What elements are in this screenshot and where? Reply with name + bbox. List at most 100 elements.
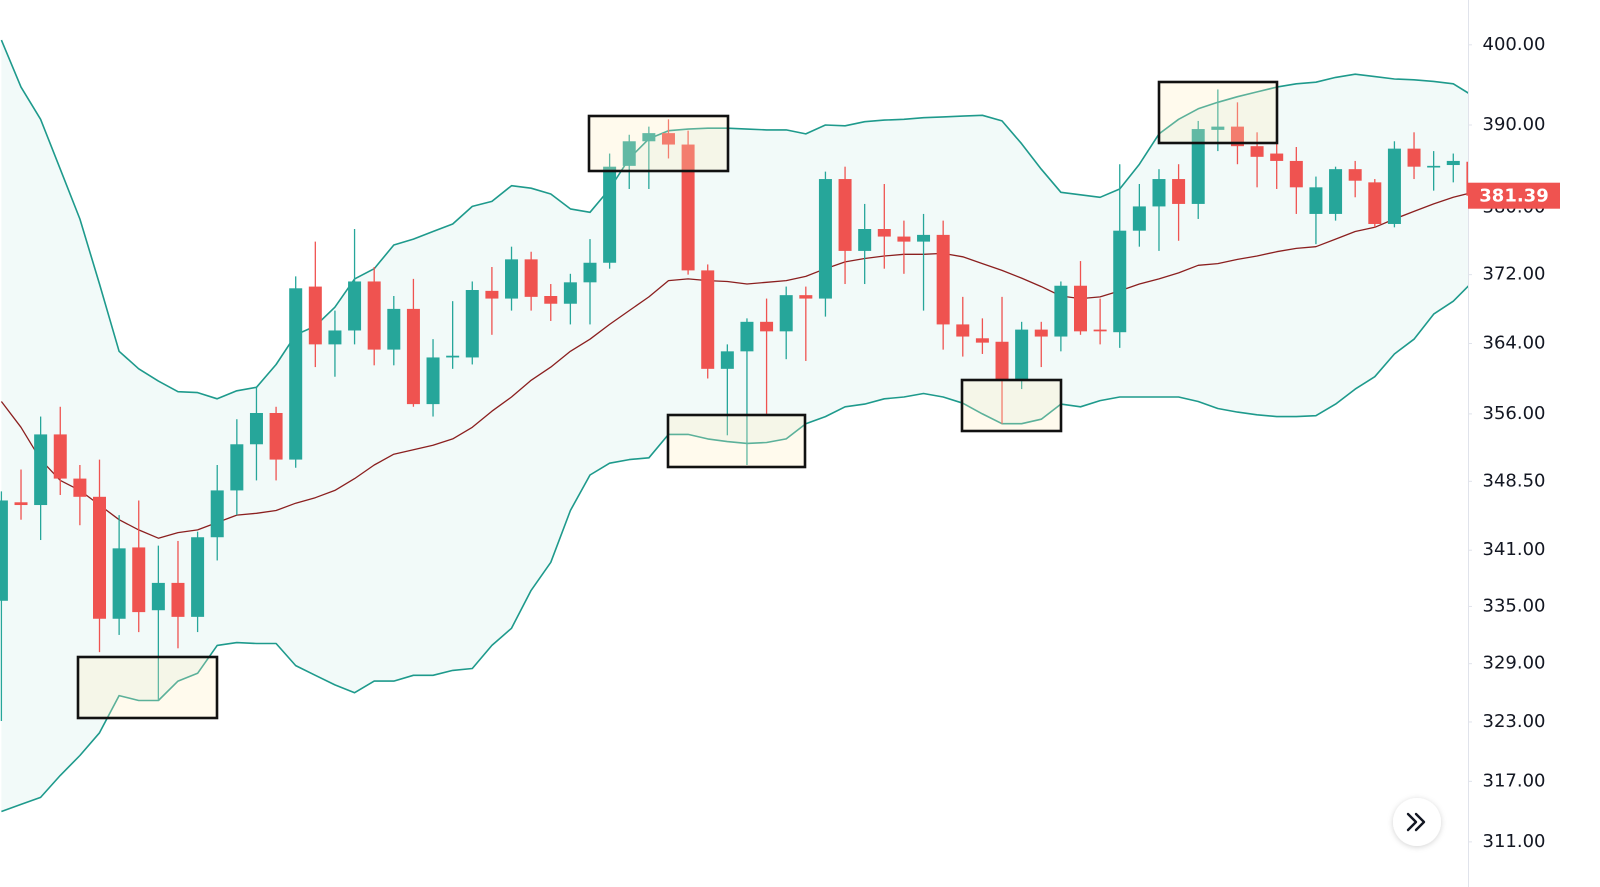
candle-body [465, 290, 479, 358]
candle-body [760, 321, 774, 332]
candle-body [1015, 329, 1029, 381]
highlight-box [76, 655, 219, 720]
candle-body [524, 259, 538, 297]
y-tick-label: 400.00 [1483, 34, 1546, 55]
candle-body [1368, 182, 1382, 224]
candle-body [34, 434, 48, 506]
candle-body [838, 179, 852, 251]
candle-body [858, 229, 872, 251]
candle-body [661, 133, 675, 145]
y-tick-label: 311.00 [1483, 831, 1546, 852]
upper-band [0, 39, 1468, 400]
candle-body [1152, 179, 1166, 207]
candle-body [642, 133, 656, 142]
candle-body [1329, 169, 1343, 214]
candle-body [210, 490, 224, 538]
candle-body [191, 537, 205, 617]
candle-body [171, 582, 185, 617]
scroll-icon[interactable] [1406, 812, 1426, 832]
candle-body [446, 355, 460, 358]
candle-body [1270, 153, 1284, 161]
candle-body [1230, 126, 1244, 147]
candle-body [14, 502, 28, 506]
candle-body [583, 262, 597, 283]
candle-body [1172, 179, 1186, 204]
y-tick-label: 329.00 [1483, 653, 1546, 674]
candle-body [269, 412, 283, 460]
highlight-boxes [76, 80, 1279, 720]
candle-body [956, 324, 970, 337]
candle-body [818, 179, 832, 299]
y-tick-label: 364.00 [1483, 333, 1546, 354]
candle-body [73, 478, 87, 497]
last-price-box [1468, 182, 1560, 209]
candle-body [720, 351, 734, 369]
y-tick-label: 341.00 [1483, 539, 1546, 560]
candle-body [1387, 148, 1401, 224]
candle-body [936, 234, 950, 325]
candle-body [289, 288, 303, 460]
candle-body [799, 295, 813, 299]
y-tick-label: 317.00 [1483, 770, 1546, 791]
candle-body [1407, 148, 1421, 167]
price-axis: 311.00 317.00 323.00 329.00 335.00 341.00 348.… [1468, 34, 1560, 852]
candle-body [93, 496, 106, 619]
candle-body [249, 412, 263, 445]
candle-body [328, 330, 342, 345]
candle-body [230, 444, 244, 491]
candle-body [1191, 129, 1205, 204]
candle-body [681, 144, 695, 271]
band-fill [1, 40, 1468, 812]
y-tick-label: 335.00 [1483, 595, 1546, 616]
candle-body [917, 234, 931, 242]
candle-body [505, 259, 519, 299]
lower-band [1, 285, 1468, 813]
candle-body [995, 341, 1009, 381]
y-tick-label: 390.00 [1483, 114, 1546, 135]
candle-body [877, 229, 891, 237]
candle-body [1074, 285, 1087, 332]
candle-body [1211, 126, 1225, 130]
candle-body [485, 290, 499, 299]
candle-body [1446, 160, 1460, 166]
highlight-box [1157, 80, 1279, 145]
candle-body [0, 500, 8, 601]
candle-body [544, 296, 558, 304]
candle-body [603, 166, 617, 263]
candle-body [563, 282, 577, 304]
candle-body [1034, 329, 1048, 337]
candle-body [308, 286, 322, 345]
y-tick-label: 372.00 [1483, 264, 1546, 285]
y-tick-label: 348.50 [1483, 470, 1546, 491]
middle-band [0, 192, 1468, 539]
candle-body [348, 281, 362, 331]
highlight-box [666, 413, 807, 469]
candle-body [53, 434, 67, 479]
candle-body [740, 321, 754, 352]
candle-body [367, 281, 381, 350]
candle-body [897, 236, 911, 242]
candle-body [1113, 230, 1127, 333]
candle-body [1309, 187, 1323, 214]
candle-body [1093, 329, 1107, 332]
last-price-label: 381.39 [1479, 186, 1548, 207]
y-tick-label: 323.00 [1483, 711, 1546, 732]
candle-body [701, 270, 715, 369]
plot-area [0, 39, 1468, 813]
candle-body [426, 357, 440, 405]
candle-body [112, 548, 126, 619]
candle-body [1289, 160, 1303, 188]
candle-body [1466, 161, 1468, 196]
candle-body [1054, 285, 1068, 337]
candle-body [151, 582, 165, 611]
candle-body [622, 141, 636, 166]
y-tick-label: 356.00 [1483, 403, 1546, 424]
candle-body [1348, 169, 1362, 181]
candle-body [132, 547, 146, 613]
candle-body [1250, 146, 1264, 157]
candle-body [1132, 206, 1146, 231]
candle-body [779, 295, 793, 332]
scroll-button[interactable] [1393, 798, 1441, 846]
